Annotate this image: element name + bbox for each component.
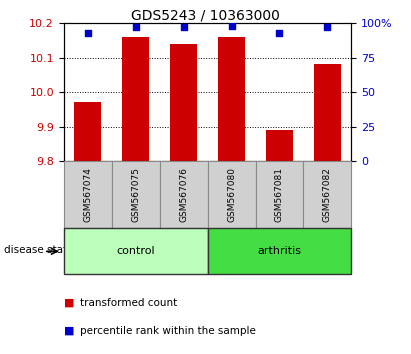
Bar (122, 37, 149, 161)
Text: transformed count: transformed count (80, 298, 178, 308)
Bar (171, 44, 197, 161)
Point (180, 24, 187, 30)
Text: GSM567074: GSM567074 (83, 167, 92, 222)
Text: ■: ■ (64, 298, 74, 308)
Bar (266, 130, 293, 161)
Bar (74, 102, 101, 161)
Point (84, 30, 91, 35)
Bar (314, 64, 341, 161)
Text: percentile rank within the sample: percentile rank within the sample (80, 326, 256, 336)
Text: GSM567080: GSM567080 (227, 167, 236, 222)
Text: disease state: disease state (4, 245, 74, 255)
Text: control: control (116, 246, 155, 256)
Text: GSM567076: GSM567076 (179, 167, 188, 222)
Text: GSM567075: GSM567075 (131, 167, 140, 222)
Point (324, 24, 331, 30)
Point (132, 24, 139, 30)
Text: arthritis: arthritis (257, 246, 302, 256)
Text: GSM567081: GSM567081 (275, 167, 284, 222)
Text: GDS5243 / 10363000: GDS5243 / 10363000 (131, 9, 280, 23)
Text: ■: ■ (64, 326, 74, 336)
Text: GSM567082: GSM567082 (323, 167, 332, 222)
Point (228, 23, 235, 29)
Point (276, 30, 283, 35)
Bar (218, 37, 245, 161)
